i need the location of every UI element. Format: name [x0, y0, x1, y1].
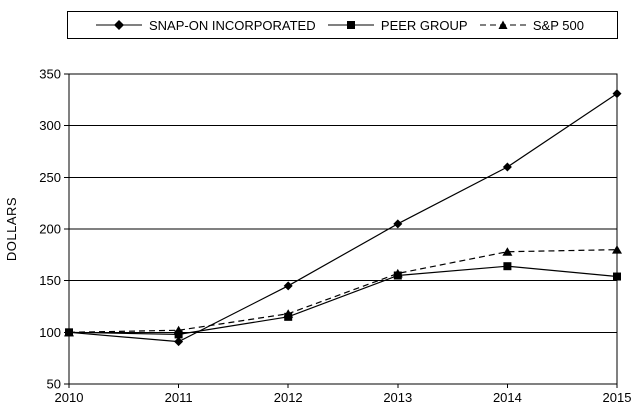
legend-label-sp500: S&P 500 [532, 17, 584, 33]
legend-label-snap-on: SNAP-ON INCORPORATED [149, 17, 316, 33]
square-line-marker-icon [327, 21, 374, 29]
svg-text:100: 100 [39, 325, 61, 340]
legend-label-peer-group: PEER GROUP [380, 17, 468, 33]
svg-text:350: 350 [39, 67, 61, 82]
svg-text:200: 200 [39, 222, 61, 237]
diamond-line-marker-icon [96, 20, 142, 30]
svg-text:2015: 2015 [603, 390, 632, 405]
svg-text:150: 150 [39, 273, 61, 288]
svg-text:2011: 2011 [165, 390, 193, 405]
svg-text:300: 300 [39, 118, 61, 133]
svg-text:2014: 2014 [493, 390, 522, 405]
triangle-dashed-line-marker-icon [479, 20, 526, 29]
legend-item-snap-on: SNAP-ON INCORPORATED [96, 19, 316, 32]
chart-legend: SNAP-ON INCORPORATED PEER GROUP S&P 500 [67, 11, 618, 39]
svg-text:2010: 2010 [55, 390, 84, 405]
legend-item-sp500: S&P 500 [479, 17, 584, 33]
svg-text:2012: 2012 [274, 390, 303, 405]
legend-item-peer-group: PEER GROUP [327, 17, 468, 33]
svg-text:50: 50 [47, 377, 61, 392]
svg-text:2013: 2013 [383, 390, 412, 405]
svg-text:250: 250 [39, 170, 61, 185]
